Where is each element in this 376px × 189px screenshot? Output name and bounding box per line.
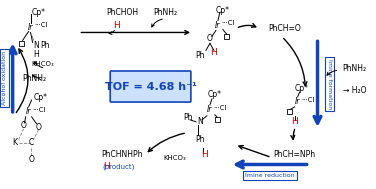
- Text: ···Cl: ···Cl: [301, 97, 314, 103]
- Text: N: N: [197, 117, 203, 126]
- Text: Cp*: Cp*: [33, 94, 47, 102]
- Text: Ph: Ph: [40, 41, 49, 50]
- Text: ···Cl: ···Cl: [34, 22, 47, 28]
- Text: Ir: Ir: [26, 107, 31, 116]
- Text: H: H: [291, 117, 298, 126]
- Text: O: O: [21, 121, 27, 130]
- Text: Ph: Ph: [195, 51, 205, 60]
- Text: O: O: [207, 34, 213, 43]
- Text: Cp*: Cp*: [294, 84, 309, 93]
- Text: H: H: [211, 48, 217, 57]
- Text: KHCO₃: KHCO₃: [31, 61, 54, 67]
- Text: → H₂O: → H₂O: [343, 86, 366, 94]
- Text: PhNH₂: PhNH₂: [153, 8, 177, 17]
- Bar: [215, 117, 220, 122]
- Text: PhNH₂: PhNH₂: [23, 74, 47, 83]
- Bar: [224, 34, 229, 39]
- Text: PhCHOH: PhCHOH: [106, 8, 138, 17]
- Text: $\backslash$: $\backslash$: [31, 34, 35, 42]
- Text: PhCHNHPh: PhCHNHPh: [102, 150, 143, 159]
- Text: TOF = 4.68 h⁻¹: TOF = 4.68 h⁻¹: [105, 81, 197, 91]
- Text: Ir: Ir: [28, 23, 33, 32]
- Text: (product): (product): [102, 163, 135, 170]
- FancyBboxPatch shape: [110, 71, 191, 102]
- Text: H: H: [202, 150, 208, 159]
- Text: Cp*: Cp*: [32, 8, 45, 17]
- Text: ···Cl: ···Cl: [32, 107, 45, 113]
- Text: O: O: [29, 155, 35, 164]
- Text: H: H: [103, 162, 110, 171]
- Text: H: H: [113, 21, 120, 30]
- Text: ···Cl: ···Cl: [221, 19, 235, 26]
- Text: Imine formation: Imine formation: [327, 59, 332, 109]
- Text: PhNH₂: PhNH₂: [342, 64, 367, 73]
- Text: H: H: [34, 50, 39, 59]
- Bar: [19, 41, 24, 46]
- Text: ···Cl: ···Cl: [213, 105, 227, 111]
- Text: C: C: [29, 138, 34, 147]
- Bar: [287, 109, 292, 114]
- Text: Ph: Ph: [183, 113, 193, 122]
- Text: PhCH=O: PhCH=O: [268, 24, 301, 33]
- Text: Ir: Ir: [207, 105, 212, 114]
- Text: PhCH=NPh: PhCH=NPh: [274, 150, 316, 159]
- Text: Alcohol oxidation: Alcohol oxidation: [2, 51, 7, 105]
- Text: KHCO₃: KHCO₃: [164, 155, 186, 160]
- Text: Cp*: Cp*: [208, 91, 222, 99]
- Text: K: K: [12, 138, 17, 147]
- Text: Ph: Ph: [195, 135, 205, 144]
- Text: O: O: [36, 123, 41, 132]
- Text: Imine reduction: Imine reduction: [245, 173, 294, 178]
- Text: Cp*: Cp*: [216, 6, 230, 15]
- Text: N: N: [34, 41, 39, 50]
- Text: Ir: Ir: [215, 21, 221, 30]
- Text: Ir: Ir: [295, 98, 300, 106]
